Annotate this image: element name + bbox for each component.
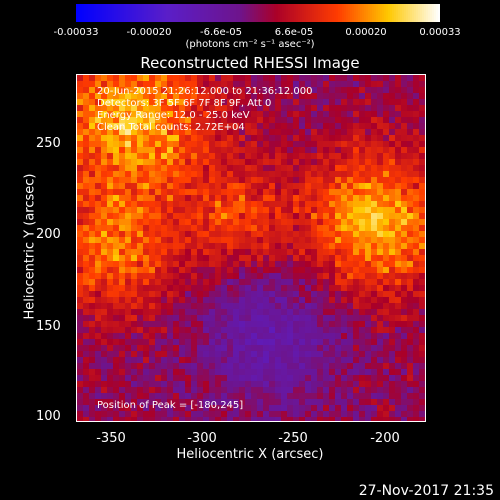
- info-counts: Clean Total counts: 2.72E+04: [97, 122, 245, 133]
- colorbar-tick: 0.00033: [419, 27, 461, 38]
- colorbar-tick: -6.6e-05: [200, 27, 242, 38]
- peak-position: Position of Peak = [-180,245]: [97, 400, 244, 411]
- info-detectors: Detectors: 3F 5F 6F 7F 8F 9F, Att 0: [97, 98, 272, 109]
- y-tick: 250: [36, 136, 61, 151]
- info-time: 20-Jun-2015 21:26:12.000 to 21:36:12.000: [97, 86, 313, 97]
- x-tick: -250: [278, 431, 308, 446]
- x-tick: -350: [96, 431, 126, 446]
- colorbar-tick: -0.00033: [53, 27, 99, 38]
- colorbar: [76, 4, 440, 22]
- colorbar-units: (photons cm⁻² s⁻¹ asec⁻²): [185, 39, 315, 50]
- image-map: [77, 75, 425, 421]
- rhessi-image: 20-Jun-2015 21:26:12.000 to 21:36:12.000…: [76, 74, 426, 422]
- timestamp: 27-Nov-2017 21:35: [358, 483, 494, 499]
- colorbar-tick: 0.00020: [345, 27, 387, 38]
- x-tick: -200: [370, 431, 400, 446]
- y-axis-label: Heliocentric Y (arcsec): [22, 173, 38, 320]
- x-axis-label: Heliocentric X (arcsec): [176, 447, 324, 462]
- y-tick: 150: [36, 319, 61, 334]
- y-tick: 200: [36, 227, 61, 242]
- x-tick: -300: [187, 431, 217, 446]
- info-energy: Energy Range: 12.0 - 25.0 keV: [97, 110, 250, 121]
- y-tick: 100: [36, 409, 61, 424]
- colorbar-tick: 6.6e-05: [274, 27, 314, 38]
- plot-title: Reconstructed RHESSI Image: [140, 54, 360, 72]
- colorbar-tick: -0.00020: [126, 27, 172, 38]
